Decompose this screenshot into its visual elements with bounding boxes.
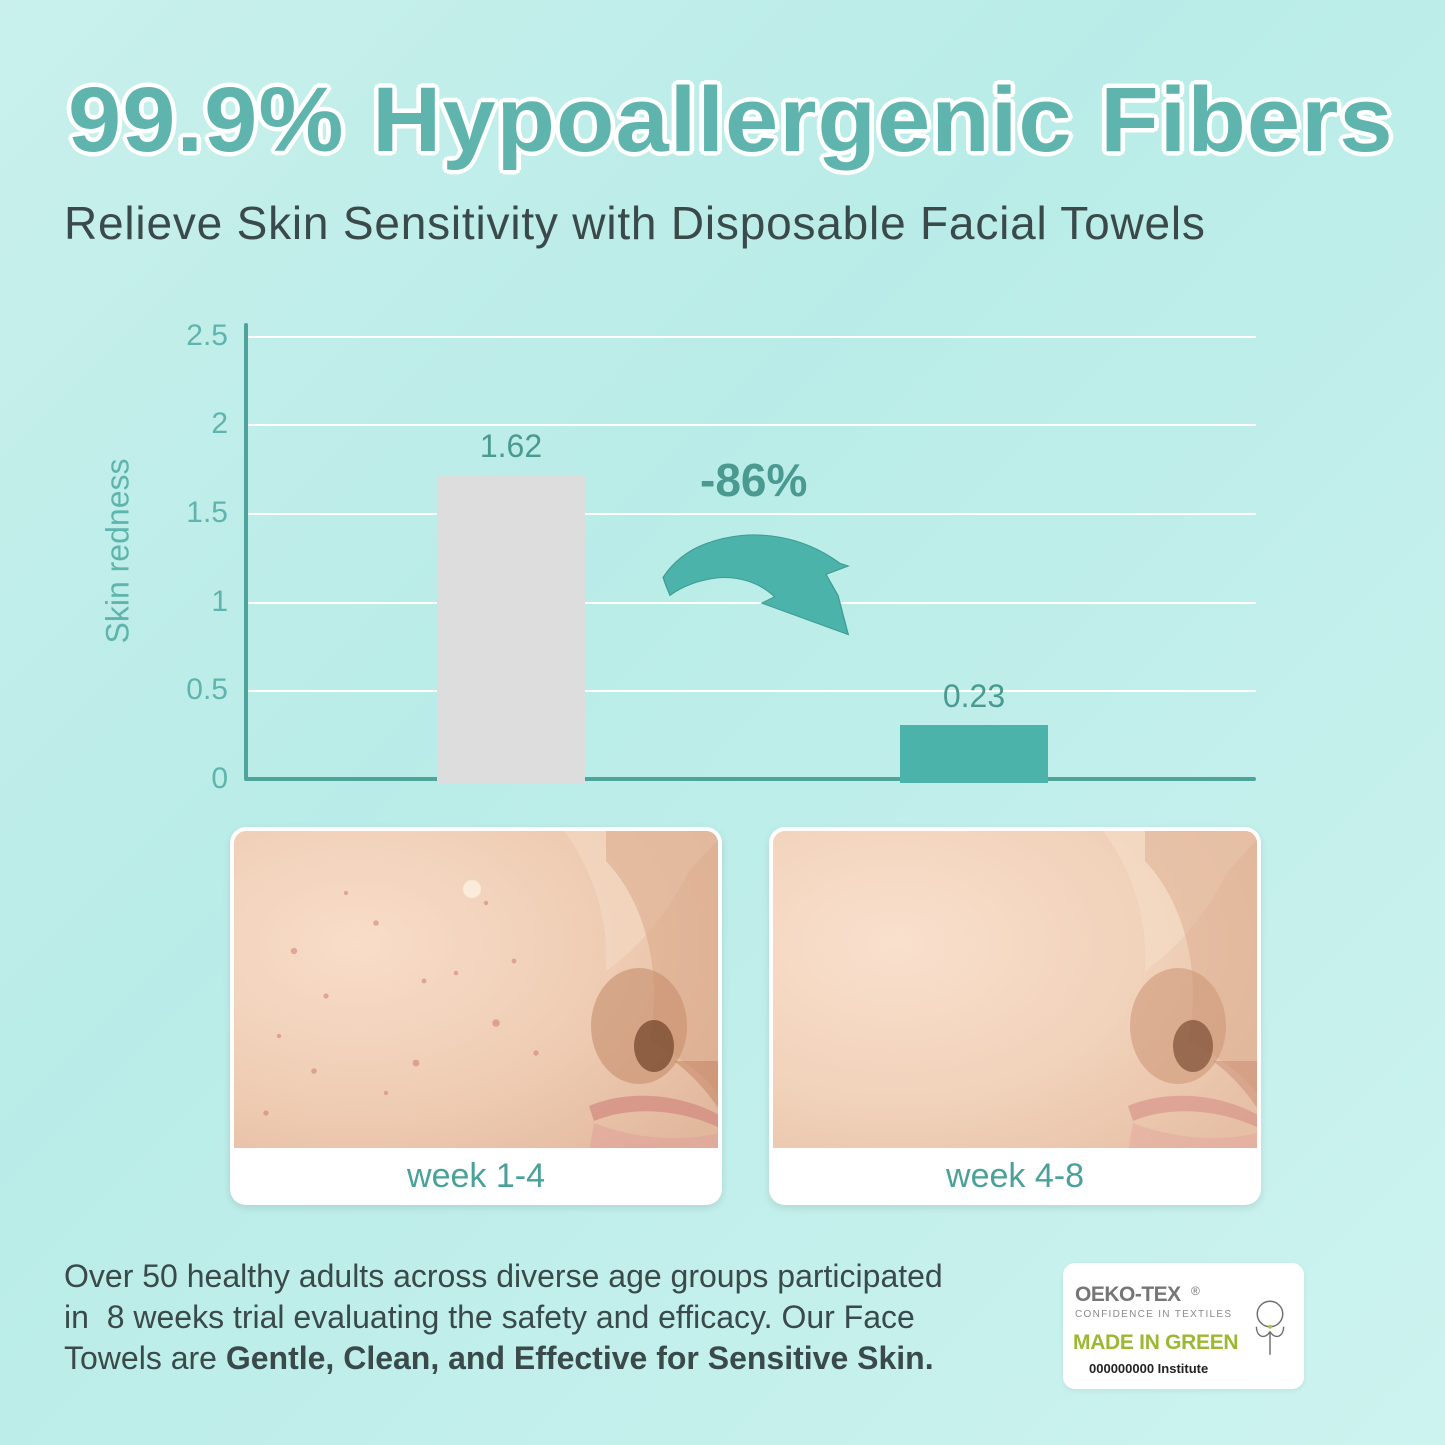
svg-text:OEKO-TEX: OEKO-TEX bbox=[1075, 1283, 1181, 1306]
svg-text:000000000 Institute: 000000000 Institute bbox=[1089, 1361, 1208, 1376]
svg-text:CONFIDENCE IN TEXTILES: CONFIDENCE IN TEXTILES bbox=[1075, 1309, 1232, 1320]
svg-text:®: ® bbox=[1191, 1284, 1200, 1298]
svg-text:MADE IN GREEN: MADE IN GREEN bbox=[1073, 1331, 1238, 1354]
